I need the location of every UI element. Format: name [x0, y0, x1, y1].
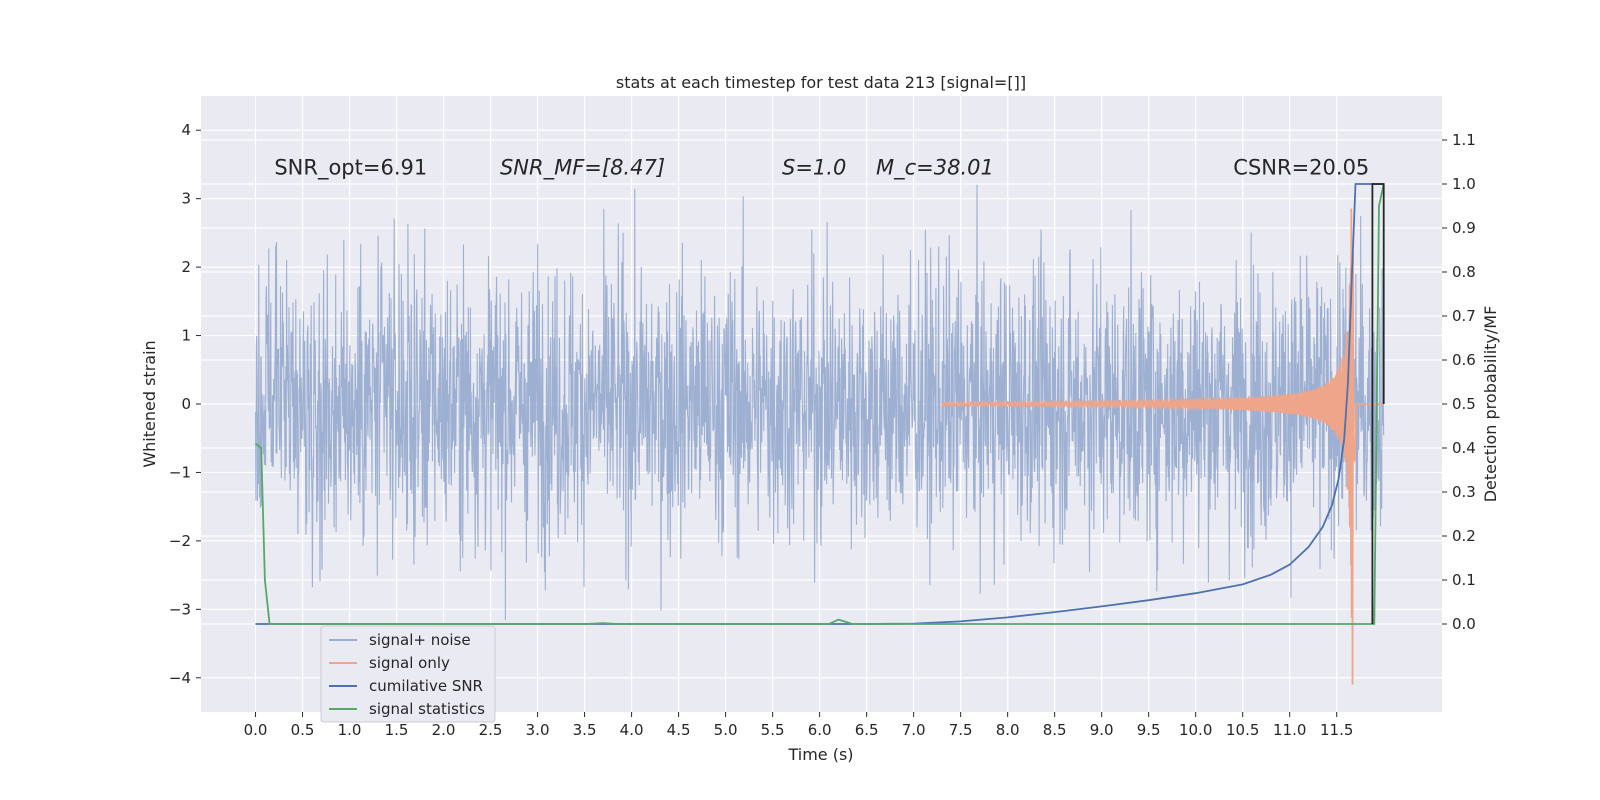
x-tick-label: 9.0 [1090, 721, 1114, 739]
y-tick-label: 4 [181, 121, 191, 139]
y-right-tick-label: 0.4 [1452, 439, 1476, 457]
series-line-4 [1371, 183, 1385, 624]
x-tick-label: 6.0 [808, 721, 832, 739]
series-line-3 [254, 183, 1385, 625]
x-axis-label: Time (s) [787, 745, 853, 764]
y-right-tick-label: 0.7 [1452, 307, 1476, 325]
annotation-snr-opt: SNR_opt=6.91 [274, 156, 427, 181]
y-right-tick-label: 0.5 [1452, 395, 1476, 413]
y-tick-label: 1 [181, 327, 191, 345]
x-tick-label: 5.0 [714, 721, 738, 739]
x-tick-label: 10.5 [1226, 721, 1259, 739]
series-line-1 [940, 208, 1384, 685]
annotation-snr-mf: SNR_MF=[8.47] [500, 156, 665, 181]
legend: signal+ noise signal only cumilative SNR si… [320, 625, 496, 723]
y-right-tick-label: 1.1 [1452, 131, 1476, 149]
y-right-tick-label: 0.3 [1452, 483, 1476, 501]
x-tick-label: 0.5 [291, 721, 315, 739]
series-layer [254, 183, 1385, 685]
x-tick-label: 3.0 [526, 721, 550, 739]
x-tick-label: 1.0 [338, 721, 362, 739]
y-axis-right-label: Detection probability/MF [1481, 306, 1500, 503]
x-tick-label: 7.0 [902, 721, 926, 739]
legend-label: signal only [369, 654, 450, 672]
legend-label: signal statistics [369, 700, 485, 718]
legend-label: signal+ noise [369, 631, 471, 649]
series-line-2 [255, 183, 1384, 625]
x-tick-label: 8.5 [1043, 721, 1067, 739]
x-tick-label: 8.0 [996, 721, 1020, 739]
y-right-tick-label: 0.6 [1452, 351, 1476, 369]
x-tick-label: 5.5 [761, 721, 785, 739]
y-axis-label: Whitened strain [140, 340, 159, 467]
x-tick-label: 7.5 [949, 721, 973, 739]
chart-title: stats at each timestep for test data 213… [616, 73, 1026, 92]
y-tick-label: 2 [181, 258, 191, 276]
x-tick-label: 11.0 [1273, 721, 1306, 739]
annotation-s-value: S=1.0 [782, 156, 846, 180]
y-tick-label: −3 [169, 600, 191, 618]
y-right-tick-label: 0.9 [1452, 219, 1476, 237]
x-tick-label: 4.5 [667, 721, 691, 739]
x-tick-label: 3.5 [573, 721, 597, 739]
x-tick-label: 9.5 [1137, 721, 1161, 739]
x-tick-label: 1.5 [385, 721, 409, 739]
y-right-tick-label: 1.0 [1452, 175, 1476, 193]
x-tick-label: 11.5 [1320, 721, 1353, 739]
y-tick-label: −2 [169, 532, 191, 550]
x-tick-label: 2.0 [432, 721, 456, 739]
y-right-tick-label: 0.1 [1452, 571, 1476, 589]
x-tick-label: 10.0 [1179, 721, 1212, 739]
annotation-csnr: CSNR=20.05 [1233, 156, 1369, 180]
tick-layer: 0.0 0.5 1.0 1.5 2.0 2.5 3.0 3.5 4.0 4.5 5.0 5.5 6.0 6… [169, 121, 1476, 739]
x-tick-label: 4.0 [620, 721, 644, 739]
y-tick-label: −1 [169, 463, 191, 481]
legend-box [320, 625, 496, 723]
y-tick-label: −4 [169, 669, 191, 687]
x-tick-label: 0.0 [244, 721, 268, 739]
x-tick-label: 6.5 [855, 721, 879, 739]
series-line-0 [254, 184, 1385, 621]
y-tick-label: 0 [181, 395, 191, 413]
y-tick-label: 3 [181, 190, 191, 208]
annotation-layer: SNR_opt=6.91 SNR_MF=[8.47] S=1.0 M_c=38.01 C… [274, 156, 1369, 181]
x-tick-label: 2.5 [479, 721, 503, 739]
y-right-tick-label: 0.8 [1452, 263, 1476, 281]
y-right-tick-label: 0.0 [1452, 615, 1476, 633]
y-right-tick-label: 0.2 [1452, 527, 1476, 545]
legend-label: cumilative SNR [369, 677, 483, 695]
annotation-mc-value: M_c=38.01 [876, 156, 994, 181]
